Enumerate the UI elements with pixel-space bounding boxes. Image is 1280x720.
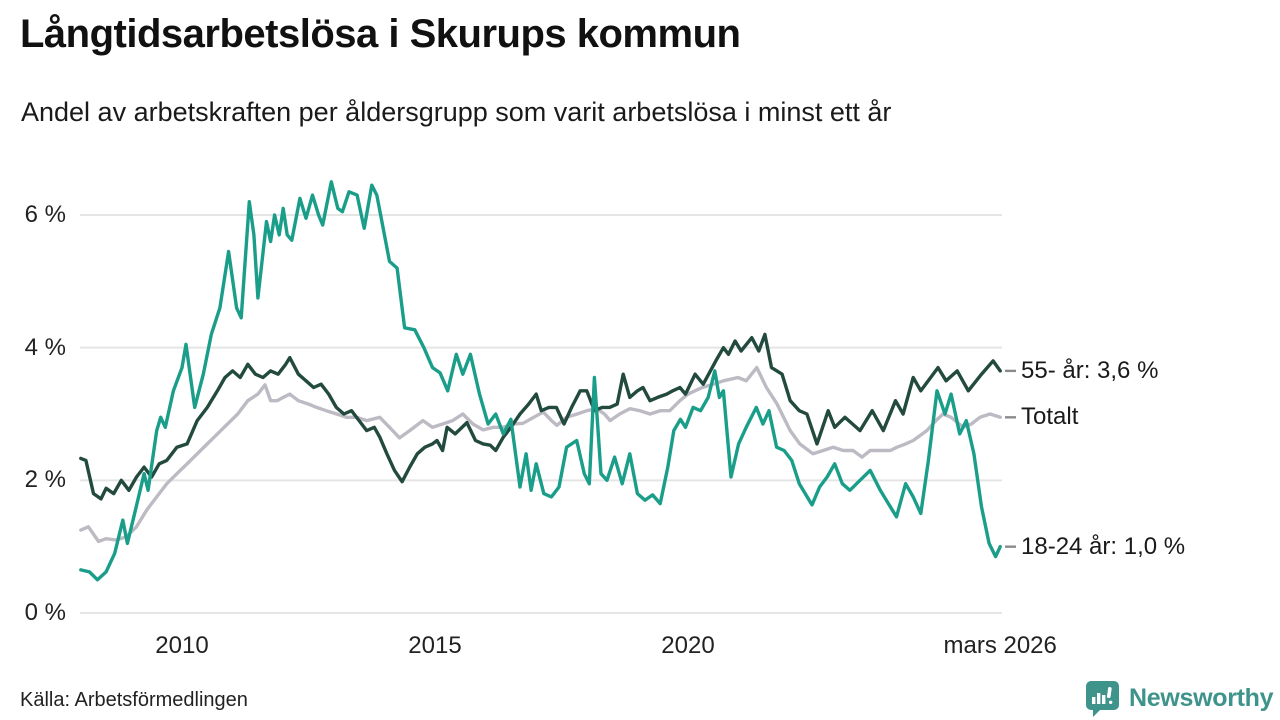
chart-subtitle: Andel av arbetskraften per åldersgrupp s…	[21, 97, 892, 127]
y-tick-label: 0 %	[24, 599, 66, 626]
x-tick-label: 2015	[408, 632, 462, 659]
source-note: Källa: Arbetsförmedlingen	[20, 689, 248, 711]
y-tick-label: 2 %	[24, 466, 66, 494]
x-tick-label: 2020	[661, 632, 715, 659]
logo-text: Newsworthy	[1129, 684, 1274, 712]
newsworthy-pin-barchart-icon	[1086, 681, 1119, 717]
y-tick-label: 6 %	[24, 201, 66, 228]
series-line-totalt	[79, 365, 1002, 544]
newsworthy-logo: Newsworthy	[1084, 679, 1274, 718]
series-line-18-24-år	[79, 180, 1002, 582]
series-label: 18-24 år: 1,0 %	[1021, 532, 1186, 560]
series-line-55--år	[79, 332, 1002, 501]
series-label: Totalt	[1021, 403, 1079, 431]
series-label: 55- år: 3,6 %	[1021, 356, 1159, 384]
page-title: Långtidsarbetslösa i Skurups kommun	[20, 12, 741, 56]
x-tick-label: 2010	[155, 632, 209, 659]
y-tick-label: 4 %	[24, 333, 66, 361]
x-tick-label: mars 2026	[943, 632, 1057, 659]
